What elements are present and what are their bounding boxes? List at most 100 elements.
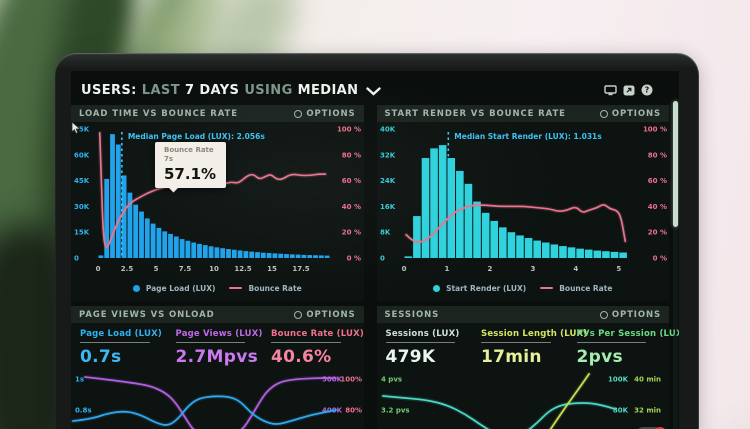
load-time-chart[interactable]: Bounce Rate 7s 57.1% 75K 60K 45K 30K 15K 0 100… — [71, 122, 364, 278]
help-icon[interactable]: ? — [641, 84, 653, 96]
page-title: USERS: LAST 7 DAYS USING MEDIAN — [81, 82, 382, 98]
notification-badge[interactable] — [653, 427, 667, 429]
legend-dot — [433, 284, 441, 292]
scrollbar-thumb[interactable] — [673, 101, 678, 227]
svg-text:12.5: 12.5 — [234, 265, 251, 273]
title-users: USERS: — [81, 82, 137, 98]
gear-icon — [294, 310, 303, 319]
metric-pvs-per-session: PVs Per Session (LUX) 2pvs — [576, 329, 679, 367]
svg-text:1s: 1s — [75, 376, 84, 384]
svg-text:15: 15 — [267, 265, 277, 273]
svg-text:?: ? — [645, 86, 650, 95]
svg-text:60 %: 60 % — [342, 177, 361, 185]
tooltip-value: 57.1% — [164, 164, 217, 183]
svg-text:4: 4 — [573, 265, 578, 273]
svg-text:32K: 32K — [380, 151, 396, 159]
legend-line-swatch — [229, 287, 243, 289]
page-views-svg: 1s0.8s0.6s500K400K300K100%80%60% — [71, 374, 362, 429]
panel-start-render: START RENDER VS BOUNCE RATE OPTIONS 40K 3… — [376, 105, 670, 301]
median-label: Median Page Load (LUX): 2.056s — [128, 132, 265, 141]
svg-text:2.5: 2.5 — [121, 265, 134, 273]
panel-title: PAGE VIEWS VS ONLOAD — [79, 309, 215, 320]
svg-text:80 %: 80 % — [647, 151, 666, 159]
panel-load-time: LOAD TIME VS BOUNCE RATE OPTIONS Bounce … — [71, 105, 364, 301]
svg-text:100 %: 100 % — [337, 126, 361, 134]
svg-text:15K: 15K — [74, 229, 90, 237]
svg-text:8K: 8K — [380, 229, 391, 237]
options-button[interactable]: OPTIONS — [294, 109, 355, 119]
start-render-chart[interactable]: 40K 32K 24K 16K 8K 0 100 % 80 % 60 % 40 % 20 % 0 % 0… — [377, 122, 670, 278]
gear-icon — [599, 310, 608, 319]
svg-text:16K: 16K — [380, 203, 396, 211]
svg-text:100K: 100K — [607, 376, 628, 384]
svg-text:60K: 60K — [74, 151, 90, 159]
svg-text:0: 0 — [401, 265, 406, 273]
page-views-chart[interactable]: 1s0.8s0.6s500K400K300K100%80%60% — [71, 369, 364, 429]
svg-text:3.2 pvs: 3.2 pvs — [381, 407, 410, 415]
median-label: Median Start Render (LUX): 1.031s — [454, 132, 602, 141]
svg-text:100%: 100% — [340, 376, 362, 384]
svg-text:0 %: 0 % — [652, 255, 666, 263]
metric-page-load: Page Load (LUX) 0.7s — [80, 329, 162, 367]
panel-title: SESSIONS — [384, 309, 440, 320]
svg-text:0: 0 — [74, 255, 79, 263]
title-last: LAST — [141, 82, 180, 98]
svg-text:1: 1 — [444, 265, 449, 273]
svg-text:30K: 30K — [74, 203, 90, 211]
mouse-cursor — [71, 122, 81, 134]
svg-text:40 %: 40 % — [342, 203, 361, 211]
svg-text:7.5: 7.5 — [179, 265, 192, 273]
svg-text:2: 2 — [487, 265, 492, 273]
svg-text:20 %: 20 % — [647, 229, 666, 237]
metric-sessions: Sessions (LUX) 479K — [385, 329, 460, 367]
panel-title: START RENDER VS BOUNCE RATE — [384, 108, 566, 119]
metric-rule — [481, 342, 551, 343]
options-button[interactable]: OPTIONS — [599, 310, 661, 320]
scrollbar-track[interactable] — [673, 101, 678, 429]
chart-tooltip: Bounce Rate 7s 57.1% — [155, 142, 227, 192]
svg-text:60 %: 60 % — [647, 177, 666, 185]
svg-text:32 min: 32 min — [634, 407, 661, 415]
bars-group — [404, 145, 627, 258]
metric-session-length: Session Length (LUX) 17min — [481, 329, 588, 367]
svg-text:0 %: 0 % — [347, 255, 361, 263]
svg-text:80K: 80K — [612, 407, 628, 415]
start-render-svg: 40K 32K 24K 16K 8K 0 100 % 80 % 60 % 40 % 20 % 0 % 0… — [380, 126, 667, 274]
metric-rule — [385, 342, 455, 343]
metric-rule — [175, 342, 245, 343]
metric-bounce-rate: Bounce Rate (LUX) 40.6% — [271, 329, 364, 367]
svg-text:0: 0 — [380, 255, 385, 263]
legend-dot — [132, 284, 140, 292]
bars-group — [98, 134, 330, 258]
svg-text:75K: 75K — [74, 126, 90, 134]
svg-text:80 %: 80 % — [342, 151, 361, 159]
chat-widget[interactable] — [637, 427, 661, 429]
svg-text:5: 5 — [616, 265, 621, 273]
title-days: 7 DAYS — [184, 82, 240, 98]
svg-text:4 pvs: 4 pvs — [381, 376, 402, 384]
median-selector[interactable]: MEDIAN — [297, 82, 359, 98]
panel-title: LOAD TIME VS BOUNCE RATE — [79, 108, 238, 119]
legend-line-label: Bounce Rate — [559, 283, 613, 293]
options-button[interactable]: OPTIONS — [294, 310, 355, 320]
svg-text:0.8s: 0.8s — [75, 407, 92, 415]
title-using: USING — [244, 82, 293, 98]
chevron-down-icon[interactable] — [366, 86, 382, 96]
metric-rule — [80, 342, 150, 343]
tooltip-subtitle: 7s — [164, 154, 174, 163]
svg-text:3: 3 — [530, 265, 535, 273]
share-icon[interactable] — [623, 85, 635, 96]
dashboard-grid: LOAD TIME VS BOUNCE RATE OPTIONS Bounce … — [71, 105, 679, 429]
svg-text:40 min: 40 min — [634, 376, 661, 384]
chart-legend[interactable]: Page Load (LUX) Bounce Rate — [71, 278, 364, 298]
svg-text:45K: 45K — [74, 177, 90, 185]
chart-legend[interactable]: Start Render (LUX) Bounce Rate — [377, 278, 670, 298]
svg-text:40 %: 40 % — [647, 203, 666, 211]
panel-page-views: PAGE VIEWS VS ONLOAD OPTIONS Page Load (… — [71, 306, 364, 429]
metrics-row: Sessions (LUX) 479K Session Length (LUX)… — [377, 323, 679, 369]
monitor-icon[interactable] — [604, 84, 617, 96]
options-button[interactable]: OPTIONS — [599, 109, 661, 119]
